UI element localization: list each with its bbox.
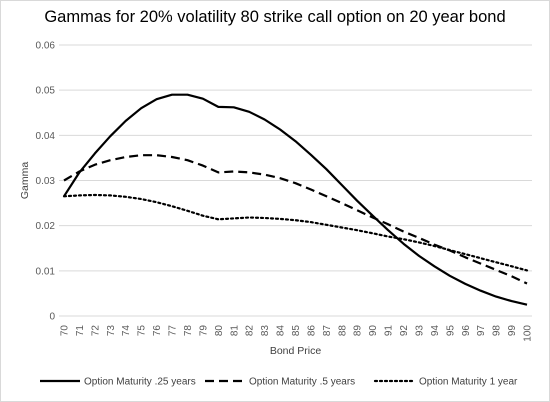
x-axis-ticks: 70 71 72 73 74 75 76 77 78 79 80 81 82 83 84 85 86 87 88 89… xyxy=(60,325,534,342)
x-tick-label: 94 xyxy=(430,325,441,337)
legend: Option Maturity .25 years Option Maturity… xyxy=(40,377,518,388)
legend-label-3: Option Maturity 1 year xyxy=(419,377,518,388)
x-tick-label: 83 xyxy=(260,325,271,337)
x-tick-label: 89 xyxy=(353,325,364,337)
x-tick-label: 76 xyxy=(152,325,163,337)
x-tick-label: 77 xyxy=(168,325,179,337)
x-tick-label: 88 xyxy=(337,325,348,337)
x-tick-label: 98 xyxy=(492,325,503,337)
gridlines xyxy=(59,44,532,317)
x-tick-label: 93 xyxy=(414,325,425,337)
x-tick-label: 100 xyxy=(523,325,534,342)
x-tick-label: 72 xyxy=(90,325,101,337)
x-tick-label: 73 xyxy=(106,325,117,337)
x-tick-label: 90 xyxy=(368,325,379,337)
y-tick-label: 0.05 xyxy=(36,86,56,97)
x-tick-label: 79 xyxy=(198,325,209,337)
x-tick-label: 70 xyxy=(60,325,71,337)
x-tick-label: 99 xyxy=(507,325,518,337)
y-tick-label: 0.03 xyxy=(36,176,56,187)
legend-label-1: Option Maturity .25 years xyxy=(84,377,196,388)
y-tick-label: 0.01 xyxy=(36,266,56,277)
x-tick-label: 91 xyxy=(384,325,395,337)
x-tick-label: 75 xyxy=(137,325,148,337)
x-tick-label: 97 xyxy=(476,325,487,337)
x-tick-label: 92 xyxy=(399,325,410,337)
series-line-3 xyxy=(62,193,529,272)
x-tick-label: 78 xyxy=(183,325,194,337)
y-axis-ticks: 0 0.01 0.02 0.03 0.04 0.05 0.06 xyxy=(36,41,56,323)
x-tick-label: 95 xyxy=(445,325,456,337)
chart-title: Gammas for 20% volatility 80 strike call… xyxy=(44,8,506,26)
y-tick-label: 0.02 xyxy=(36,221,56,232)
series-lines xyxy=(62,93,529,306)
y-tick-label: 0 xyxy=(49,312,55,323)
x-tick-label: 81 xyxy=(229,325,240,337)
y-axis-label: Gamma xyxy=(19,162,31,200)
x-tick-label: 85 xyxy=(291,325,302,337)
x-tick-label: 80 xyxy=(214,325,225,337)
x-tick-label: 82 xyxy=(245,325,256,337)
y-tick-label: 0.06 xyxy=(36,41,56,52)
x-tick-label: 71 xyxy=(75,325,86,337)
legend-label-2: Option Maturity .5 years xyxy=(249,377,355,388)
series-line-1 xyxy=(63,93,528,306)
y-tick-label: 0.04 xyxy=(36,131,56,142)
x-axis-label: Bond Price xyxy=(270,345,322,357)
x-tick-label: 84 xyxy=(276,325,287,337)
x-tick-label: 96 xyxy=(461,325,472,337)
x-tick-label: 74 xyxy=(121,325,132,337)
x-tick-label: 86 xyxy=(306,325,317,337)
x-tick-label: 87 xyxy=(322,325,333,337)
